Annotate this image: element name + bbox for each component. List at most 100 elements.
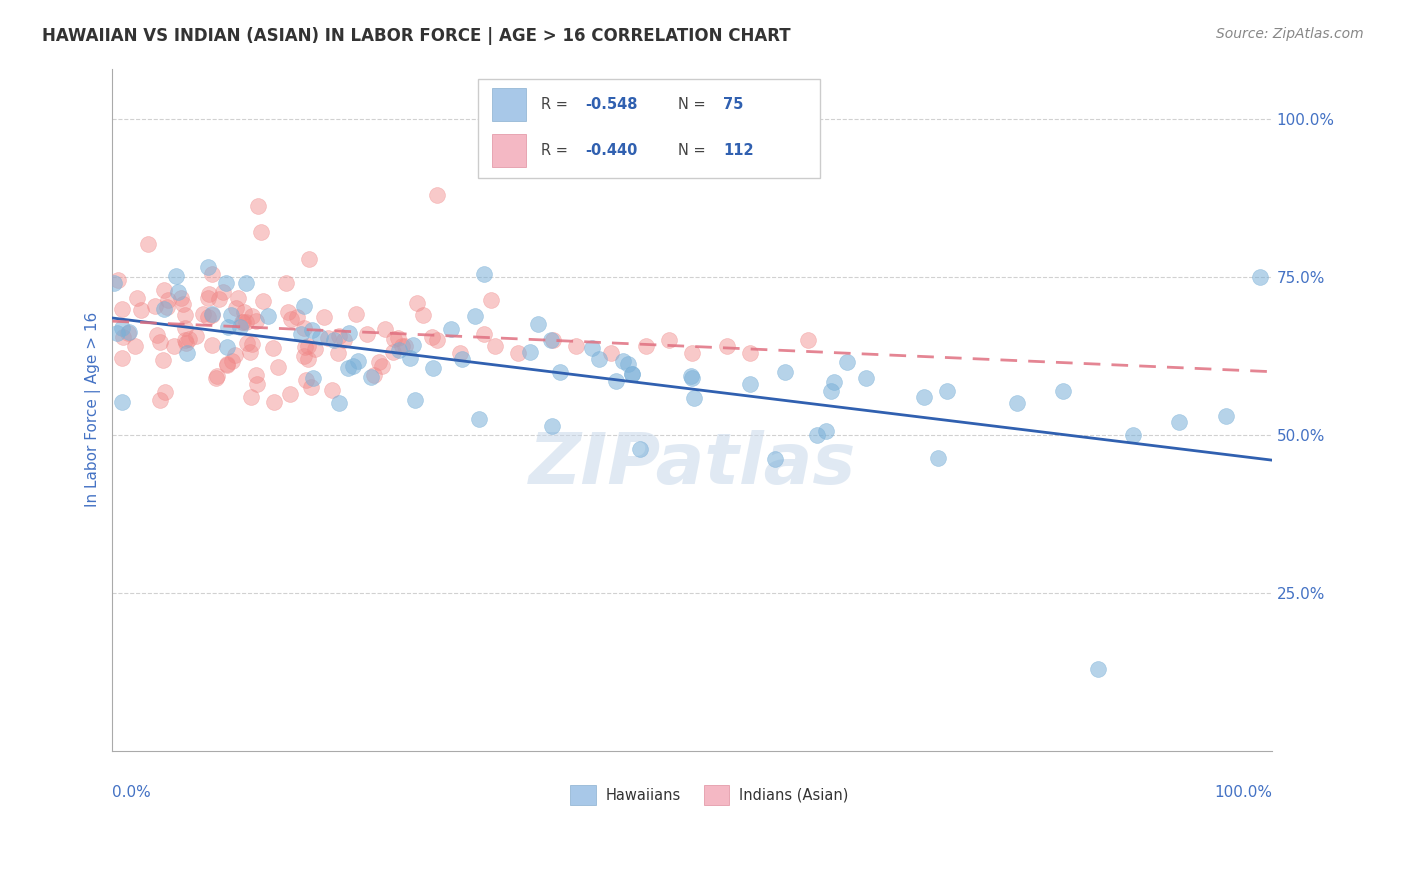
Point xyxy=(152,301,174,316)
Point xyxy=(740,345,762,359)
Point xyxy=(263,395,285,409)
Point xyxy=(337,326,360,340)
Point xyxy=(238,345,260,359)
Point xyxy=(292,320,315,334)
Text: Indians (Asian): Indians (Asian) xyxy=(738,788,848,803)
Point xyxy=(371,359,394,374)
Point xyxy=(201,268,224,282)
Point xyxy=(157,293,180,307)
Point xyxy=(245,377,267,392)
Point xyxy=(215,358,238,372)
Point xyxy=(388,343,411,357)
Point xyxy=(474,326,496,341)
Point xyxy=(464,310,486,324)
Text: 0.0%: 0.0% xyxy=(112,785,152,800)
Point xyxy=(412,308,434,322)
Point xyxy=(806,428,828,442)
Point xyxy=(103,277,125,291)
Point xyxy=(110,301,132,316)
Point xyxy=(153,385,176,400)
Text: R =: R = xyxy=(541,143,572,158)
Point xyxy=(406,295,429,310)
Point xyxy=(229,319,252,334)
Point xyxy=(105,326,128,340)
Point xyxy=(1249,269,1271,284)
Text: Source: ZipAtlas.com: Source: ZipAtlas.com xyxy=(1216,27,1364,41)
Point xyxy=(398,351,420,365)
Point xyxy=(186,329,208,343)
Point xyxy=(215,341,238,355)
Point xyxy=(278,387,301,401)
Point xyxy=(232,314,254,328)
Point xyxy=(422,361,444,376)
Point xyxy=(526,317,548,331)
Point xyxy=(267,359,290,374)
Point xyxy=(219,308,242,322)
Point xyxy=(716,339,738,353)
Point xyxy=(797,333,820,347)
Point xyxy=(581,341,603,355)
Point xyxy=(387,331,409,345)
Point xyxy=(149,392,172,407)
Point xyxy=(363,368,385,383)
Point xyxy=(165,268,187,283)
Point xyxy=(221,353,243,368)
Point xyxy=(156,300,179,314)
Point xyxy=(208,293,231,307)
Point xyxy=(125,291,148,305)
Point xyxy=(740,377,762,392)
Point xyxy=(205,371,228,385)
Point xyxy=(304,342,326,356)
FancyBboxPatch shape xyxy=(478,78,820,178)
Point xyxy=(565,339,588,353)
Point xyxy=(117,325,139,339)
Point xyxy=(231,315,253,329)
Point xyxy=(605,375,627,389)
Text: -0.548: -0.548 xyxy=(585,97,638,112)
Point xyxy=(226,291,249,305)
Point xyxy=(232,305,254,319)
Point xyxy=(145,328,167,343)
Point xyxy=(235,276,257,290)
FancyBboxPatch shape xyxy=(492,88,526,121)
Point xyxy=(681,369,703,384)
Point xyxy=(197,260,219,275)
Point xyxy=(212,285,235,300)
Point xyxy=(174,333,197,347)
Point xyxy=(240,309,263,323)
Point xyxy=(277,305,299,319)
Point xyxy=(323,333,346,347)
Point xyxy=(198,287,221,301)
Text: 75: 75 xyxy=(724,97,744,112)
Point xyxy=(297,339,319,353)
Point xyxy=(612,353,634,368)
Point xyxy=(472,267,495,281)
Point xyxy=(1087,662,1109,676)
Point xyxy=(820,384,842,398)
Y-axis label: In Labor Force | Age > 16: In Labor Force | Age > 16 xyxy=(86,312,101,508)
Point xyxy=(1168,415,1191,429)
Point xyxy=(440,322,463,336)
Point xyxy=(936,384,959,398)
Point xyxy=(193,307,215,321)
Point xyxy=(337,360,360,375)
Point xyxy=(256,309,278,323)
Point xyxy=(468,412,491,426)
FancyBboxPatch shape xyxy=(571,785,596,805)
Point xyxy=(292,349,315,363)
Point xyxy=(172,297,194,311)
Text: -0.440: -0.440 xyxy=(585,143,638,158)
Point xyxy=(239,391,262,405)
Point xyxy=(107,272,129,286)
Point xyxy=(152,352,174,367)
Point xyxy=(540,334,562,348)
Point xyxy=(174,335,197,350)
Point xyxy=(262,341,284,355)
Point xyxy=(837,354,859,368)
Point xyxy=(176,346,198,360)
Point xyxy=(224,348,246,362)
Point xyxy=(215,276,238,290)
Point xyxy=(927,451,949,466)
Point xyxy=(152,283,174,297)
Point xyxy=(252,293,274,308)
